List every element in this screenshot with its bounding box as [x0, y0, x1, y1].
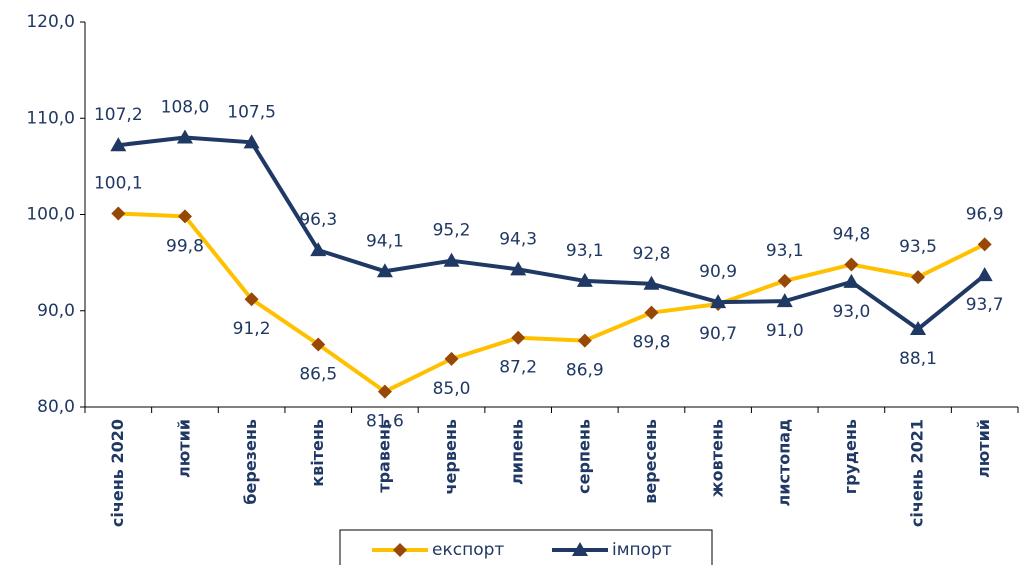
marker: [776, 293, 793, 308]
y-tick-label: 80,0: [37, 397, 75, 417]
marker: [710, 294, 727, 309]
marker: [444, 351, 459, 366]
y-tick-label: 100,0: [26, 205, 75, 225]
data-label: 92,8: [633, 244, 671, 264]
marker: [976, 267, 993, 282]
marker: [310, 242, 327, 257]
y-tick-label: 110,0: [26, 108, 75, 128]
marker: [377, 384, 392, 399]
data-label: 91,0: [766, 321, 804, 341]
marker: [443, 252, 460, 267]
marker: [843, 273, 860, 288]
data-label: 93,7: [966, 295, 1004, 315]
data-label: 100,1: [94, 174, 143, 194]
marker: [311, 337, 326, 352]
legend-label: імпорт: [612, 540, 672, 560]
x-tick-label: червень: [441, 419, 460, 494]
data-label: 85,0: [433, 379, 471, 399]
marker: [376, 263, 393, 278]
x-tick-label: грудень: [841, 419, 860, 494]
x-tick-label: квітень: [308, 419, 327, 487]
data-label: 99,8: [166, 236, 204, 256]
marker: [910, 321, 927, 336]
x-tick-label: листопад: [774, 419, 793, 507]
data-label: 86,5: [299, 364, 337, 384]
data-label: 96,9: [966, 204, 1004, 224]
x-tick-label: серпень: [574, 419, 593, 494]
x-tick-label: січень 2020: [108, 419, 127, 527]
y-tick-label: 120,0: [26, 12, 75, 32]
x-tick-label: жовтень: [708, 419, 727, 497]
data-label: 96,3: [299, 210, 337, 230]
marker: [844, 257, 859, 272]
marker: [244, 292, 259, 307]
x-tick-label: лютий: [974, 419, 993, 478]
data-label: 86,9: [566, 361, 604, 381]
marker: [176, 129, 193, 144]
series-line: [118, 135, 986, 332]
legend-label: експорт: [432, 540, 504, 560]
data-label: 93,0: [832, 302, 870, 322]
marker: [111, 206, 126, 221]
data-label: 88,1: [899, 349, 937, 369]
legend-marker: [572, 542, 588, 556]
data-label: 93,5: [899, 237, 937, 257]
data-label: 90,7: [699, 324, 737, 344]
x-tick-label: травень: [374, 419, 393, 493]
data-label: 107,2: [94, 105, 143, 125]
marker: [911, 270, 926, 285]
marker: [777, 273, 792, 288]
marker: [576, 272, 593, 287]
marker: [644, 305, 659, 320]
data-label: 89,8: [633, 333, 671, 353]
marker: [577, 333, 592, 348]
series-line: [118, 211, 986, 394]
data-label: 93,1: [566, 241, 604, 261]
data-label: 87,2: [499, 358, 537, 378]
marker: [511, 330, 526, 345]
marker: [177, 209, 192, 224]
data-label: 94,3: [499, 229, 537, 249]
data-label: 95,2: [433, 221, 471, 241]
marker: [643, 275, 660, 290]
data-label: 93,1: [766, 241, 804, 261]
y-tick-label: 90,0: [37, 301, 75, 321]
data-label: 94,8: [832, 225, 870, 245]
x-tick-label: березень: [241, 419, 260, 505]
data-label: 91,2: [233, 319, 271, 339]
data-label: 94,1: [366, 231, 404, 251]
data-label: 108,0: [161, 98, 210, 118]
legend-marker: [393, 543, 407, 557]
x-tick-label: січень 2021: [908, 419, 927, 527]
marker: [110, 137, 127, 152]
data-label: 90,9: [699, 262, 737, 282]
data-label: 107,5: [227, 102, 276, 122]
data-label: 81,6: [366, 412, 404, 432]
marker: [510, 261, 527, 276]
marker: [243, 134, 260, 149]
x-tick-label: липень: [508, 419, 527, 485]
marker: [977, 237, 992, 252]
x-tick-label: лютий: [174, 419, 193, 478]
x-tick-label: вересень: [641, 419, 660, 504]
